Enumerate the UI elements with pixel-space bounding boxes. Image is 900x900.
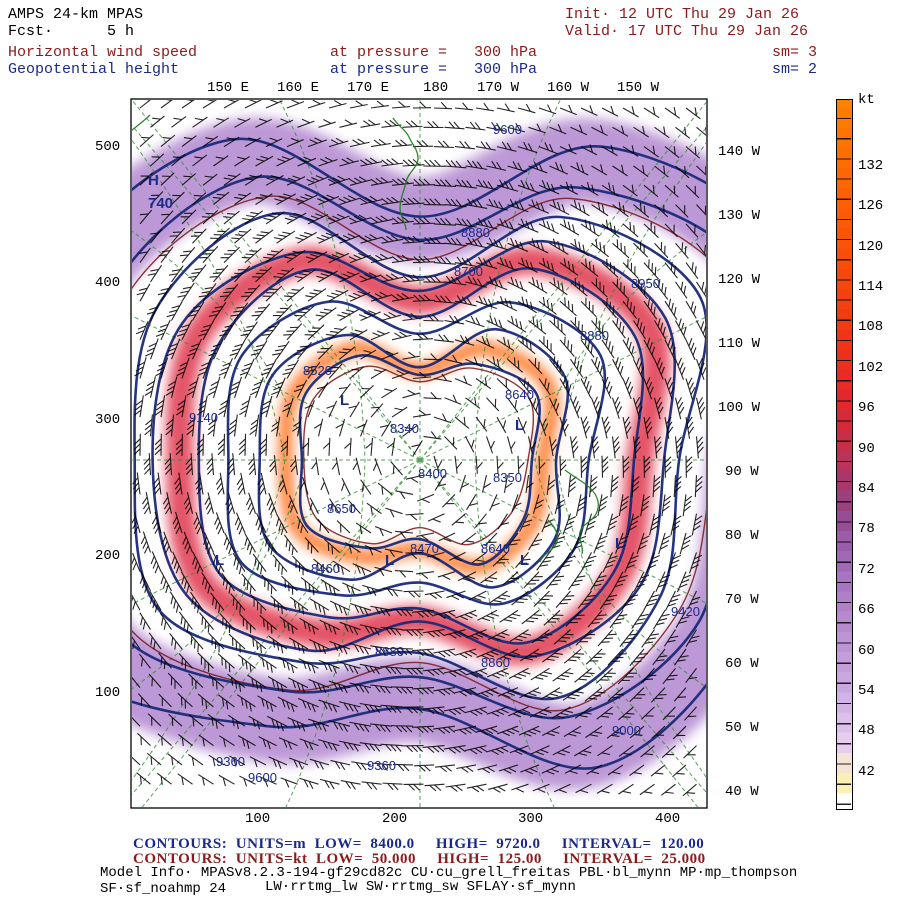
svg-text:9360: 9360 <box>216 754 245 769</box>
svg-text:8350: 8350 <box>493 470 522 485</box>
svg-text:8470: 8470 <box>410 541 439 556</box>
svg-text:8650: 8650 <box>327 501 356 516</box>
svg-text:8880: 8880 <box>580 328 609 343</box>
svg-text:L: L <box>520 552 529 569</box>
svg-text:9420: 9420 <box>671 604 700 619</box>
svg-text:L: L <box>340 392 349 409</box>
svg-text:8700: 8700 <box>454 264 483 279</box>
svg-text:8460: 8460 <box>311 561 340 576</box>
svg-text:8950: 8950 <box>631 276 660 291</box>
svg-text:8880: 8880 <box>375 644 404 659</box>
svg-text:H: H <box>148 172 159 189</box>
svg-text:8640: 8640 <box>505 387 534 402</box>
svg-text:9360: 9360 <box>367 758 396 773</box>
svg-text:8880: 8880 <box>461 225 490 240</box>
svg-text:9140: 9140 <box>189 410 218 425</box>
svg-text:L: L <box>615 535 624 552</box>
svg-text:8400: 8400 <box>418 466 447 481</box>
svg-text:9600: 9600 <box>248 770 277 785</box>
svg-text:L: L <box>515 417 524 434</box>
svg-text:9000: 9000 <box>612 723 641 738</box>
svg-text:L: L <box>385 552 394 569</box>
svg-text:740: 740 <box>148 195 173 212</box>
svg-text:8860: 8860 <box>481 655 510 670</box>
svg-text:L: L <box>215 552 224 569</box>
svg-text:8340: 8340 <box>390 421 419 436</box>
svg-text:8640: 8640 <box>481 541 510 556</box>
svg-text:9600: 9600 <box>493 122 522 137</box>
svg-text:8520: 8520 <box>303 363 332 378</box>
